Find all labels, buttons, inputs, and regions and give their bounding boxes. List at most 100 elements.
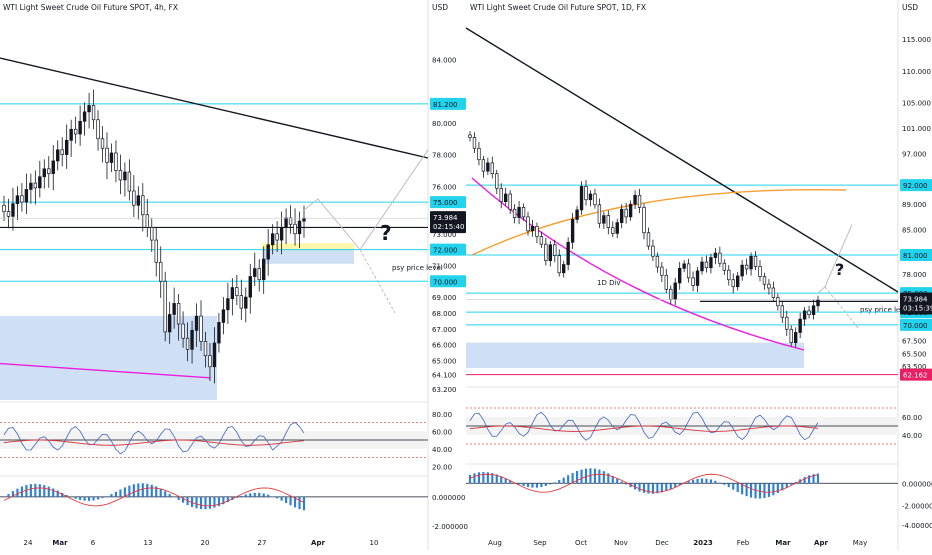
- x-tick-label: 27: [258, 539, 267, 547]
- candle-body: [642, 207, 646, 234]
- candle-body: [159, 261, 163, 282]
- candle-body: [660, 266, 664, 276]
- x-tick-label: Aug: [488, 539, 502, 547]
- candle-body: [727, 269, 731, 281]
- y-tick-label: 67.000: [432, 326, 457, 334]
- candle-body: [535, 226, 539, 237]
- candle-body: [695, 270, 700, 286]
- candle-body: [704, 261, 709, 269]
- current-price-badge: [430, 211, 466, 234]
- candle-body: [42, 168, 46, 178]
- candle-body: [288, 217, 293, 225]
- level-label: 64.100: [432, 372, 457, 380]
- candle-body: [606, 215, 610, 229]
- rsi-tick: 40.00: [432, 446, 452, 454]
- candle-body: [127, 171, 132, 192]
- right-panel-bg: [466, 0, 898, 550]
- chart-1d[interactable]: WTI Light Sweet Crude Oil Future SPOT, 1…: [466, 0, 918, 550]
- candle-body: [190, 329, 194, 350]
- y-tick-label: 69.000: [432, 294, 457, 302]
- candle-body: [6, 211, 11, 217]
- candle-body: [150, 227, 154, 241]
- candle-body: [495, 173, 499, 189]
- candle-body: [807, 310, 811, 316]
- candle-body: [141, 195, 145, 216]
- candle-body: [118, 170, 123, 181]
- candle-body: [562, 264, 566, 274]
- candle-body: [248, 276, 252, 298]
- candle-body: [811, 305, 816, 316]
- x-tick-label: 10: [370, 539, 379, 547]
- candle-body: [477, 147, 481, 161]
- rsi-ma-line: [469, 425, 819, 432]
- candle-body: [504, 193, 508, 202]
- candle-body: [56, 149, 60, 162]
- candle-body: [767, 283, 771, 289]
- candle-body: [226, 298, 230, 311]
- candle-body: [718, 252, 722, 264]
- macd-tick: -4.000000: [902, 522, 932, 530]
- candle-body: [244, 296, 248, 309]
- candle-body: [132, 190, 136, 206]
- left-chart-title: WTI Light Sweet Crude Oil Future SPOT, 4…: [3, 3, 178, 12]
- chart-4h[interactable]: WTI Light Sweet Crude Oil Future SPOT, 4…: [0, 0, 448, 550]
- candle-body: [709, 257, 713, 269]
- candle-body: [628, 203, 633, 218]
- candle-body: [776, 297, 780, 307]
- left-question-mark: ?: [380, 221, 392, 245]
- right-axis-unit: USD: [902, 3, 918, 12]
- y-tick-label: 66.000: [432, 342, 457, 350]
- candle-body: [230, 287, 235, 300]
- left-annotation-psy: psy price level: [392, 264, 443, 272]
- y-tick-label: 67.500: [902, 338, 927, 346]
- candle-body: [154, 239, 158, 263]
- candle-body: [194, 315, 199, 331]
- candle-body: [566, 241, 570, 265]
- y-tick-label: 68.000: [432, 310, 457, 318]
- candle-body: [530, 226, 535, 232]
- candle-body: [620, 208, 624, 223]
- y-tick-label: 71.000: [432, 262, 457, 270]
- candle-body: [816, 299, 820, 307]
- descending-trendline: [465, 27, 899, 293]
- candle-body: [700, 261, 704, 272]
- x-tick-label: 6: [91, 539, 96, 547]
- candle-body: [584, 186, 588, 201]
- level-badge-text: 62.162: [903, 372, 928, 380]
- candle-body: [208, 355, 212, 368]
- candle-body: [69, 128, 73, 141]
- candle-body: [172, 303, 176, 315]
- y-tick-label: 63.200: [432, 386, 457, 394]
- x-tick-label: Dec: [655, 539, 669, 547]
- level-badge-text: 70.000: [433, 278, 458, 286]
- descending-trendline: [0, 57, 429, 159]
- candle-body: [100, 138, 105, 149]
- y-tick-label: 78.000: [432, 152, 457, 160]
- candle-body: [181, 323, 185, 339]
- candle-body: [678, 267, 682, 284]
- x-tick-label: Apr: [311, 539, 325, 547]
- candle-body: [749, 255, 753, 270]
- x-tick-label: 13: [144, 539, 153, 547]
- candle-body: [753, 255, 758, 267]
- candle-body: [517, 207, 521, 218]
- y-tick-label: 115.000: [902, 36, 931, 44]
- left-panel-bg: [0, 0, 428, 550]
- macd-tick: -2.000000: [432, 523, 468, 531]
- candle-body: [651, 245, 655, 257]
- candle-body: [275, 233, 279, 241]
- candle-body: [771, 287, 776, 298]
- candle-body: [664, 274, 668, 290]
- level-badge-text: 81.000: [903, 252, 928, 260]
- candle-body: [744, 264, 749, 270]
- candle-body: [490, 162, 494, 175]
- candle-body: [762, 276, 767, 285]
- candle-body: [646, 232, 651, 247]
- candle-body: [279, 227, 284, 241]
- y-tick-label: 80.000: [432, 120, 457, 128]
- candle-body: [270, 233, 275, 246]
- y-tick-label: 65.000: [432, 357, 457, 365]
